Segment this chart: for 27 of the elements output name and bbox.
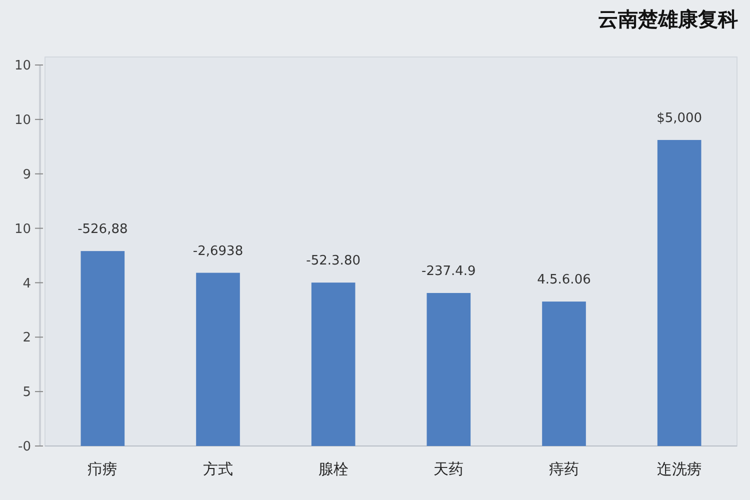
text: 4 [22,276,31,292]
text: 10 [14,222,31,237]
chart-title: 云南楚雄康复科 [598,7,738,31]
text: 10 [14,112,31,128]
bar [196,272,240,446]
x-tick-label: 方式 [203,460,233,478]
annotation: -526,88 [78,222,128,238]
text: -0 [18,440,31,455]
x-tick-label: 痔药 [549,460,579,478]
text: 5 [22,385,31,400]
bar [542,302,586,446]
text: 9 [22,167,31,182]
bar [80,251,125,446]
text: 10 [14,58,31,74]
bar [426,292,471,446]
annotation: -52.3.80 [306,254,360,269]
annotation: -237.4.9 [422,264,476,279]
x-tick-label: 迮洗痨 [656,460,702,478]
text: $5,000 [656,110,702,126]
annotation: 4.5.6.06 [537,272,591,288]
x-tick-label: 疖痨 [88,460,118,478]
annotation: -2,6938 [192,244,244,259]
x-tick-label: 腺栓 [318,460,348,478]
bar [657,140,702,446]
text: 2 [22,330,31,346]
x-tick-label: 天药 [434,460,464,478]
bar [311,282,356,446]
